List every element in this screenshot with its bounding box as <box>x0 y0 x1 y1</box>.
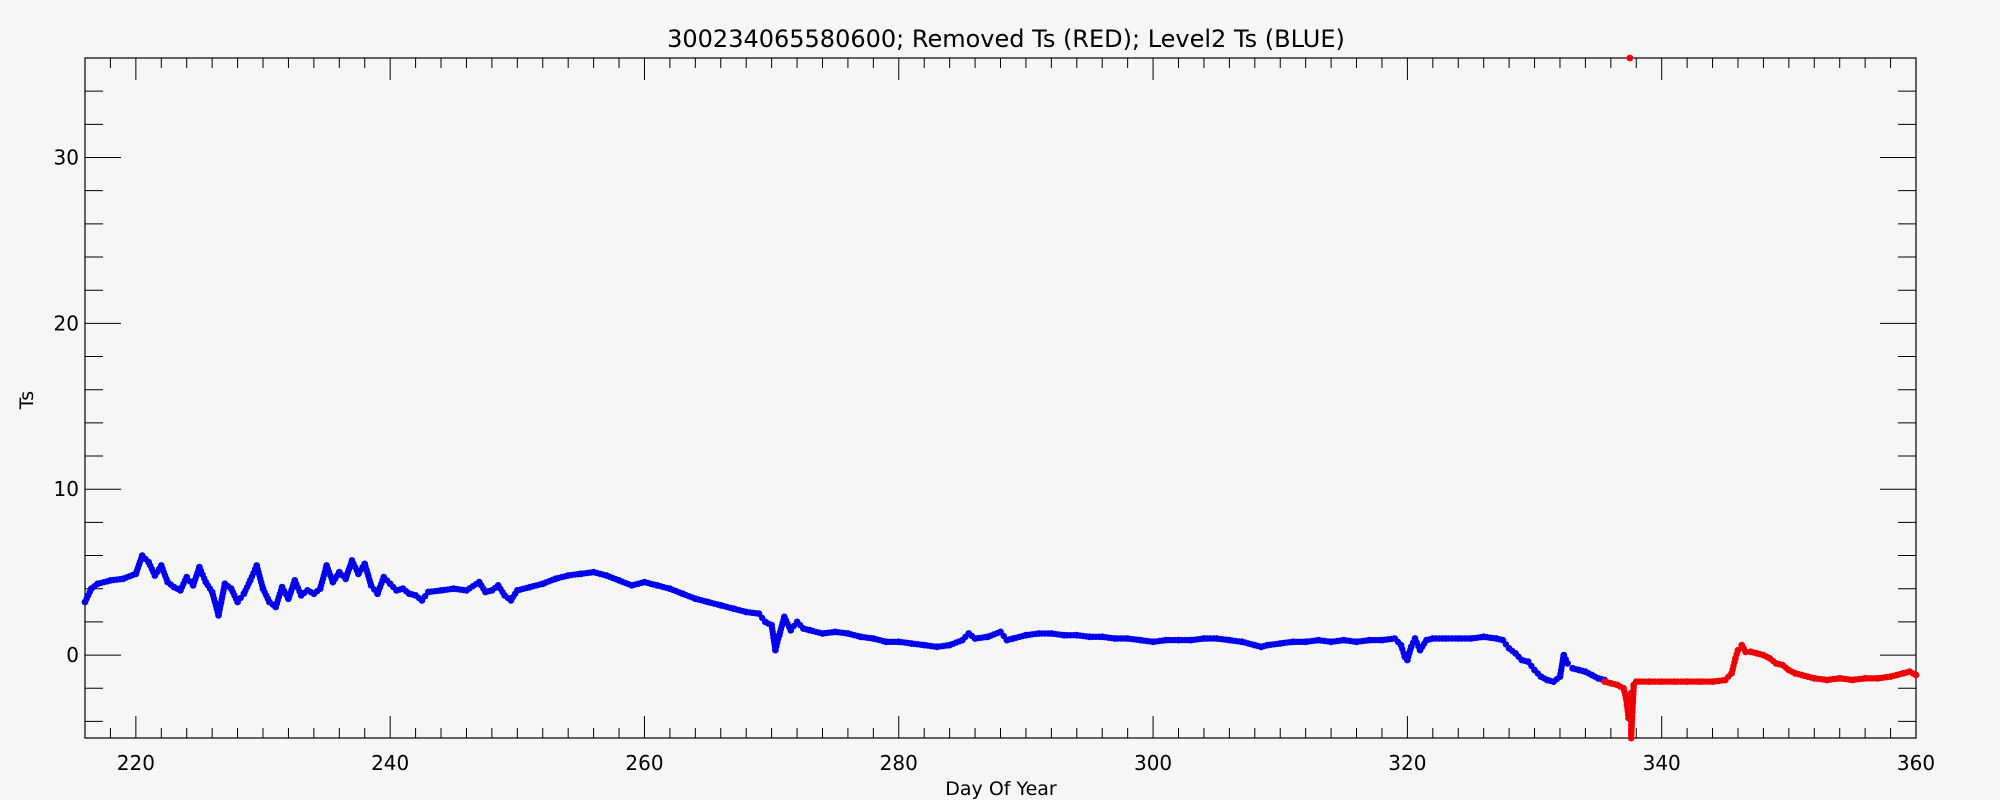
x-tick-label: 240 <box>371 751 409 775</box>
x-tick-label: 220 <box>117 751 155 775</box>
data-point <box>1734 646 1742 654</box>
x-tick-label: 300 <box>1134 751 1172 775</box>
series-red <box>1601 54 1920 742</box>
data-point <box>1626 54 1634 62</box>
data-point <box>1742 648 1749 656</box>
x-tick-label: 360 <box>1897 751 1935 775</box>
x-tick-label: 260 <box>625 751 663 775</box>
x-axis: 220 240 260 280 300 320 340 360 <box>84 58 1935 775</box>
y-axis-label: Ts <box>16 391 38 410</box>
y-tick-label: 0 <box>66 643 79 667</box>
data-points <box>81 54 1920 742</box>
data-point <box>1912 671 1920 679</box>
y-tick-label: 10 <box>54 477 79 501</box>
chart-title: 300234065580600; Removed Ts (RED); Level… <box>667 25 1345 53</box>
series-blue <box>81 552 1608 685</box>
x-tick-label: 280 <box>880 751 918 775</box>
data-point <box>1564 660 1571 667</box>
plot-border <box>84 57 1917 739</box>
plot-frame <box>84 57 1917 739</box>
x-tick-label: 340 <box>1643 751 1681 775</box>
y-tick-label: 30 <box>54 146 79 170</box>
x-tick-label: 320 <box>1388 751 1426 775</box>
x-axis-label: Day Of Year <box>945 778 1057 800</box>
y-axis: 0 10 20 30 <box>54 57 1916 722</box>
y-tick-label: 20 <box>54 311 79 335</box>
